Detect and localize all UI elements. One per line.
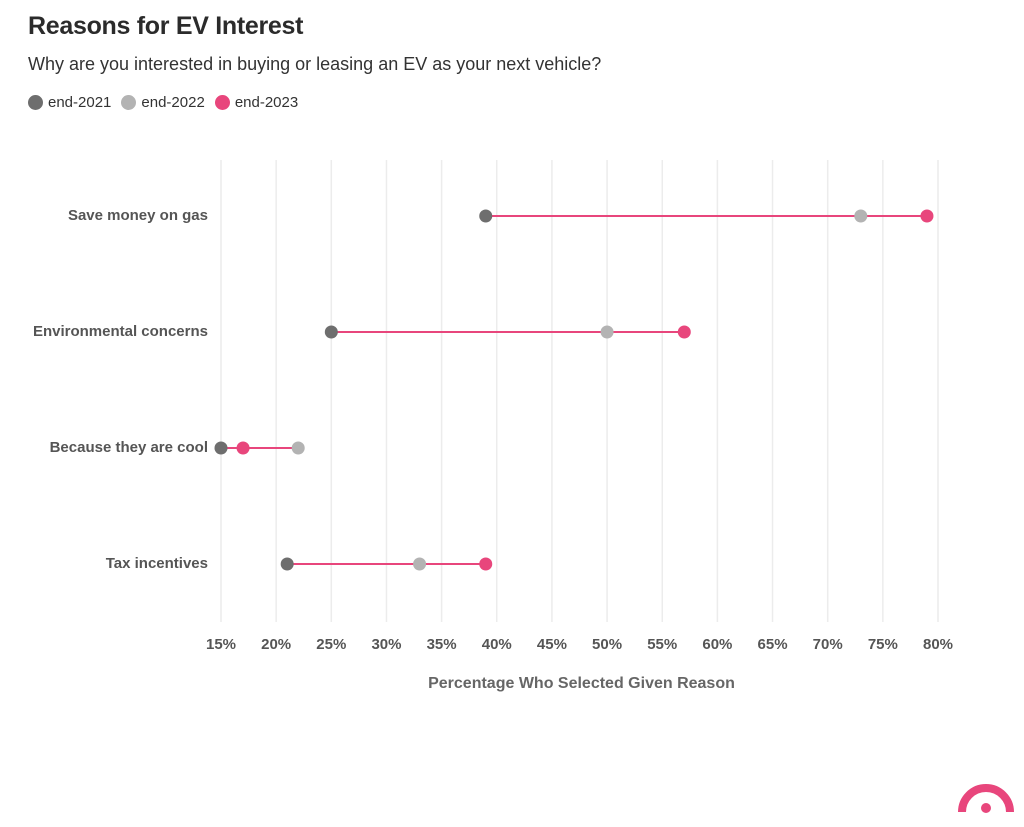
- brand-logo-icon: [958, 784, 1014, 813]
- legend-item-end-2021: end-2021: [28, 94, 111, 111]
- point-end-2023: [920, 209, 934, 223]
- x-tick-label: 30%: [371, 636, 401, 653]
- x-tick-label: 60%: [702, 636, 732, 653]
- point-end-2021: [280, 557, 294, 571]
- category-label: Save money on gas: [68, 207, 208, 224]
- legend-dot-end-2023: [214, 95, 230, 110]
- x-tick-label: 20%: [261, 636, 291, 653]
- legend-dot-end-2021: [28, 95, 43, 110]
- x-tick-label: 15%: [206, 636, 236, 653]
- point-end-2023: [236, 441, 250, 455]
- point-end-2021: [214, 441, 228, 455]
- x-tick-label: 55%: [647, 636, 677, 653]
- chart-title: Reasons for EV Interest: [28, 12, 304, 40]
- point-end-2023: [479, 557, 493, 571]
- x-tick-label: 65%: [758, 636, 788, 653]
- x-tick-label: 70%: [813, 636, 843, 653]
- legend-label-end-2023: end-2023: [234, 94, 299, 111]
- category-label: Tax incentives: [106, 555, 208, 572]
- point-end-2022: [600, 325, 614, 339]
- chart-subtitle: Why are you interested in buying or leas…: [28, 54, 602, 74]
- legend-item-end-2022: end-2022: [121, 94, 205, 111]
- x-tick-label: 45%: [537, 636, 567, 653]
- x-tick-label: 80%: [923, 636, 953, 653]
- legend-label-end-2022: end-2022: [141, 94, 205, 111]
- x-tick-label: 40%: [482, 636, 512, 653]
- point-end-2023: [677, 325, 691, 339]
- point-end-2022: [413, 557, 427, 571]
- x-axis-label: Percentage Who Selected Given Reason: [428, 675, 735, 692]
- point-end-2022: [291, 441, 305, 455]
- legend-label-end-2021: end-2021: [48, 94, 112, 111]
- point-end-2021: [324, 325, 338, 339]
- legend-dot-end-2022: [121, 95, 137, 110]
- x-tick-label: 25%: [316, 636, 346, 653]
- x-tick-label: 50%: [592, 636, 622, 653]
- category-label: Because they are cool: [50, 439, 208, 456]
- point-end-2021: [479, 209, 493, 223]
- legend-item-end-2023: end-2023: [214, 94, 299, 111]
- point-end-2022: [854, 209, 868, 223]
- legend: end-2021 end-2022 end-2023: [28, 94, 298, 111]
- x-tick-label: 75%: [868, 636, 898, 653]
- category-label: Environmental concerns: [33, 323, 208, 340]
- x-tick-label: 35%: [427, 636, 457, 653]
